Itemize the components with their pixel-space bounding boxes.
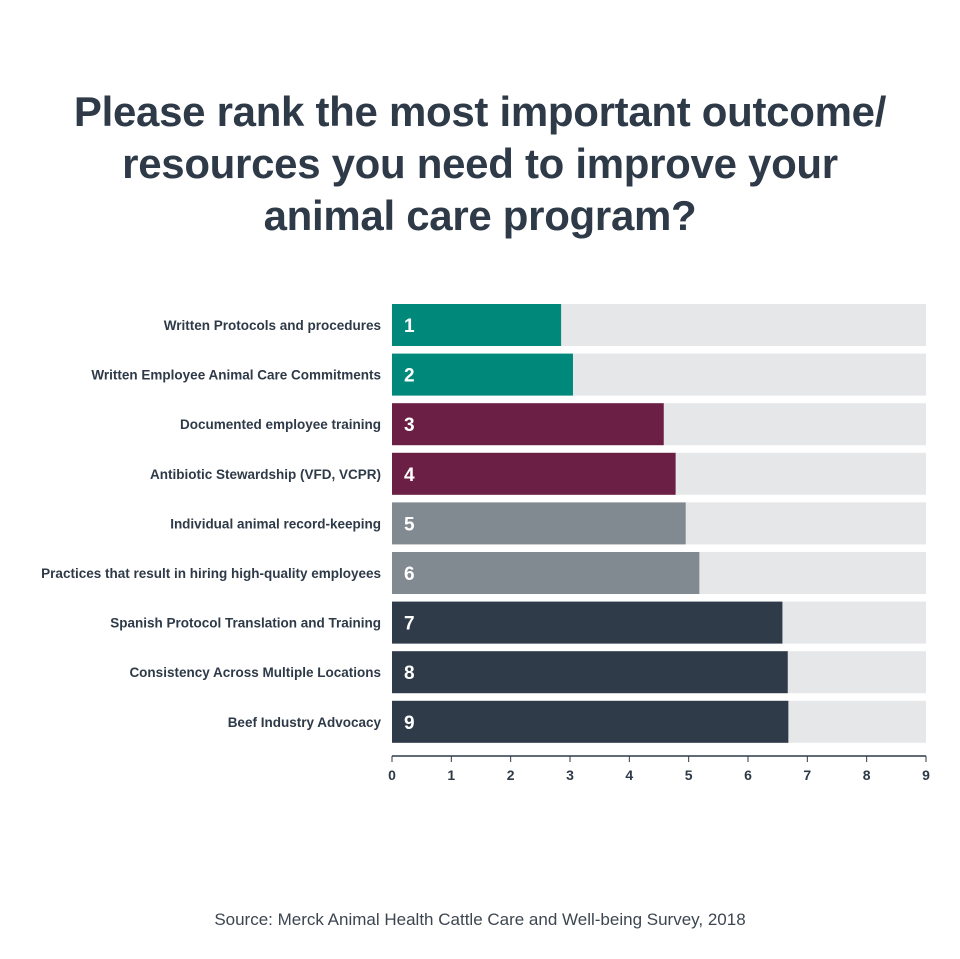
bar-rank-label: 7 xyxy=(404,614,415,635)
category-label: Practices that result in hiring high-qua… xyxy=(41,566,381,581)
x-tick-label: 8 xyxy=(863,767,871,783)
chart-title: Please rank the most important outcome/ … xyxy=(40,86,920,242)
bar xyxy=(392,304,562,346)
bar-rank-label: 8 xyxy=(404,663,415,684)
bar xyxy=(392,403,664,446)
bar xyxy=(392,651,788,694)
x-tick-label: 0 xyxy=(388,767,396,783)
source-note: Source: Merck Animal Health Cattle Care … xyxy=(214,910,746,929)
category-label: Written Employee Animal Care Commitments xyxy=(91,368,381,383)
bar-rank-label: 2 xyxy=(404,366,415,387)
bar-rank-label: 3 xyxy=(404,415,415,436)
category-label: Written Protocols and procedures xyxy=(164,318,381,333)
bar-rank-label: 1 xyxy=(404,316,415,337)
category-label: Beef Industry Advocacy xyxy=(228,715,382,730)
x-tick-label: 3 xyxy=(566,767,574,783)
category-label: Documented employee training xyxy=(180,417,381,432)
bar-rank-label: 6 xyxy=(404,564,415,585)
category-label: Consistency Across Multiple Locations xyxy=(129,665,381,680)
title-line-3: animal care program? xyxy=(263,192,697,239)
x-tick-label: 9 xyxy=(922,767,930,783)
bar xyxy=(392,353,573,396)
x-tick-label: 6 xyxy=(744,767,752,783)
bar xyxy=(392,552,700,594)
category-label: Antibiotic Stewardship (VFD, VCPR) xyxy=(150,467,381,482)
title-line-2: resources you need to improve your xyxy=(122,140,838,187)
bar-rank-label: 9 xyxy=(404,713,415,734)
title-line-1: Please rank the most important outcome/ xyxy=(73,88,887,135)
category-label: Spanish Protocol Translation and Trainin… xyxy=(110,616,381,631)
x-tick-label: 5 xyxy=(685,767,693,783)
x-tick-label: 4 xyxy=(625,767,633,783)
bar-rank-label: 5 xyxy=(404,514,415,535)
bar-rank-label: 4 xyxy=(404,465,415,486)
bar xyxy=(392,452,676,495)
bar xyxy=(392,502,686,545)
x-tick-label: 7 xyxy=(803,767,811,783)
x-tick-label: 1 xyxy=(447,767,455,783)
bar xyxy=(392,700,789,743)
category-label: Individual animal record-keeping xyxy=(170,516,381,531)
bar xyxy=(392,601,783,644)
x-tick-label: 2 xyxy=(507,767,515,783)
